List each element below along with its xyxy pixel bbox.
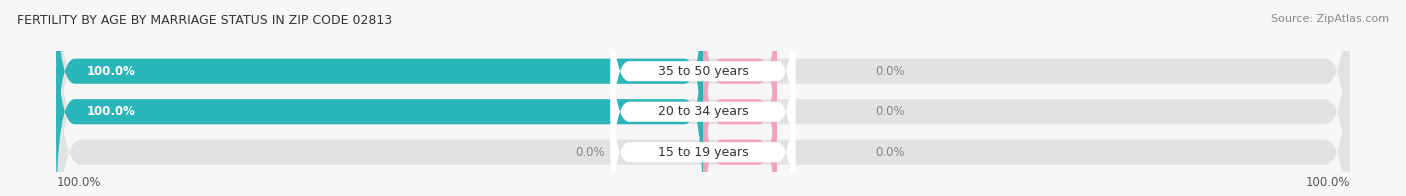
FancyBboxPatch shape — [703, 43, 778, 196]
FancyBboxPatch shape — [610, 0, 796, 183]
Text: FERTILITY BY AGE BY MARRIAGE STATUS IN ZIP CODE 02813: FERTILITY BY AGE BY MARRIAGE STATUS IN Z… — [17, 14, 392, 27]
FancyBboxPatch shape — [56, 3, 703, 196]
Text: 0.0%: 0.0% — [876, 105, 905, 118]
FancyBboxPatch shape — [56, 0, 1350, 196]
Text: 100.0%: 100.0% — [87, 105, 136, 118]
Text: 0.0%: 0.0% — [575, 146, 605, 159]
Text: 100.0%: 100.0% — [87, 65, 136, 78]
Text: 100.0%: 100.0% — [56, 176, 101, 189]
Text: Source: ZipAtlas.com: Source: ZipAtlas.com — [1271, 14, 1389, 24]
FancyBboxPatch shape — [56, 0, 1350, 196]
Text: 15 to 19 years: 15 to 19 years — [658, 146, 748, 159]
FancyBboxPatch shape — [56, 0, 703, 180]
FancyBboxPatch shape — [703, 3, 778, 196]
Text: 20 to 34 years: 20 to 34 years — [658, 105, 748, 118]
Text: 0.0%: 0.0% — [876, 65, 905, 78]
FancyBboxPatch shape — [610, 41, 796, 196]
FancyBboxPatch shape — [703, 0, 778, 180]
FancyBboxPatch shape — [56, 3, 1350, 196]
Text: 35 to 50 years: 35 to 50 years — [658, 65, 748, 78]
FancyBboxPatch shape — [610, 0, 796, 196]
Text: 100.0%: 100.0% — [1305, 176, 1350, 189]
Text: 0.0%: 0.0% — [876, 146, 905, 159]
